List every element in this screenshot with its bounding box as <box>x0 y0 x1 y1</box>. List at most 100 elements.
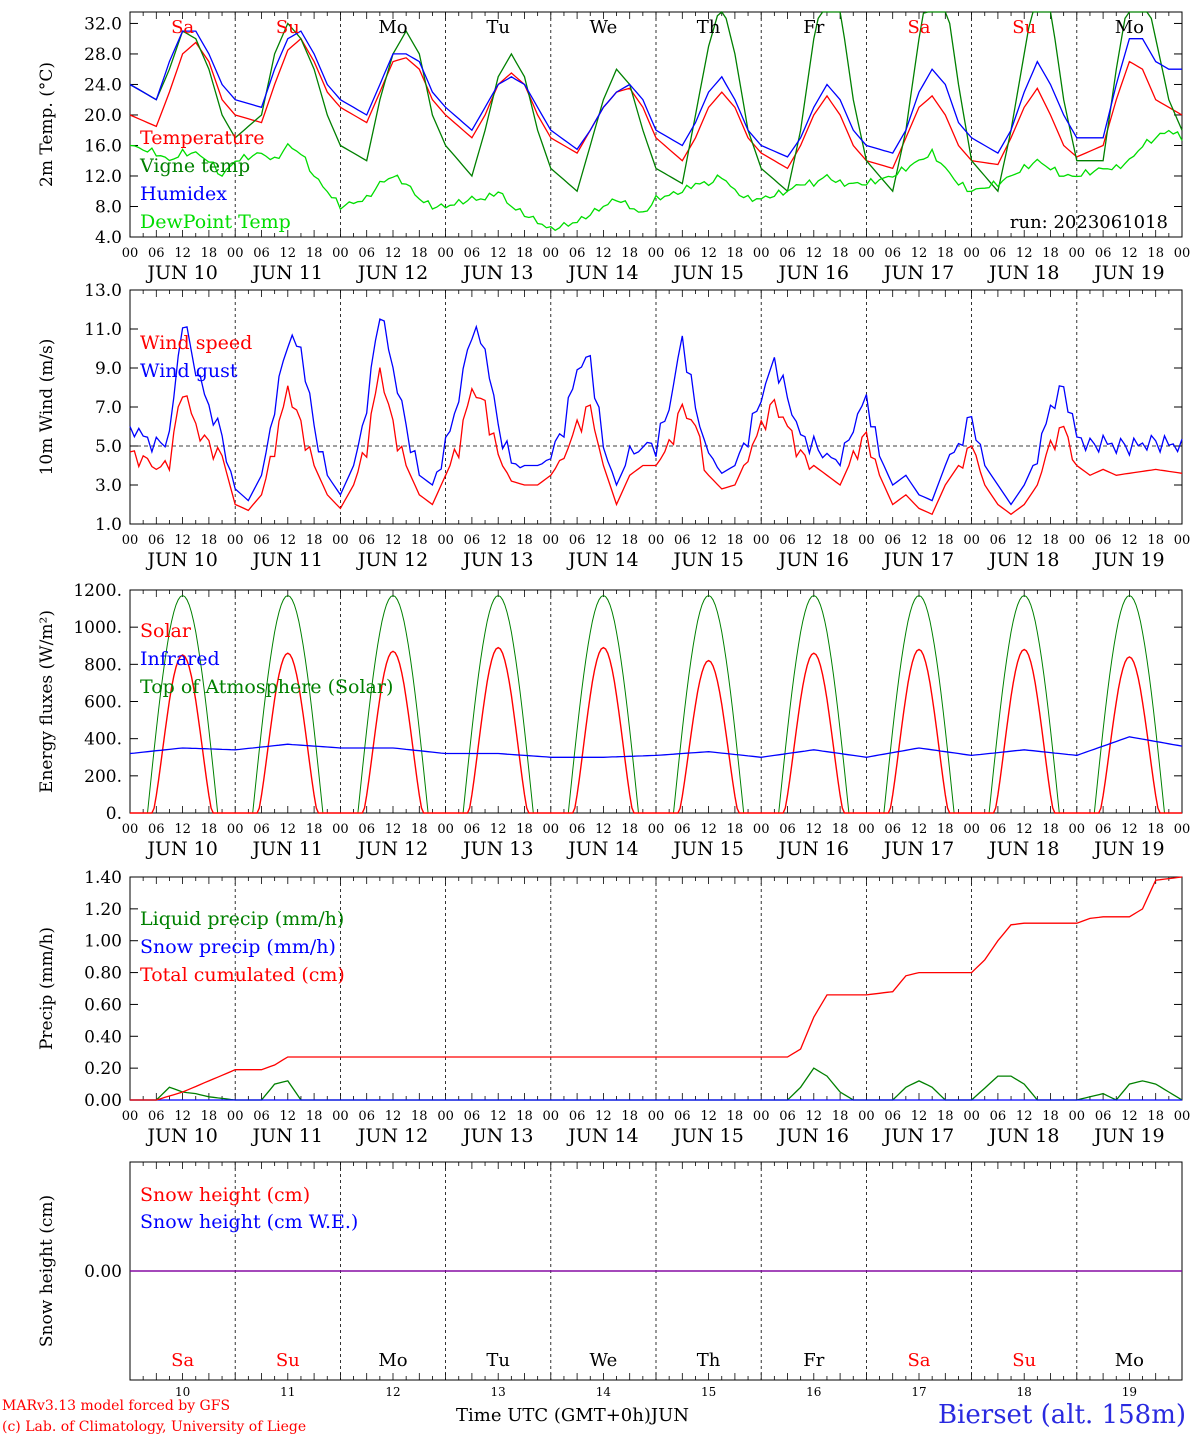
y-tick-label: 3.0 <box>95 476 122 496</box>
x-tick-label: 12 <box>280 1109 297 1124</box>
x-tick-label: 18 <box>727 246 744 261</box>
day-label: JUN 11 <box>251 262 323 284</box>
x-tick-label: 06 <box>464 1109 481 1124</box>
run-label: run: 2023061018 <box>1010 212 1168 233</box>
x-tick-label: 00 <box>753 1109 770 1124</box>
x-tick-label: 18 <box>621 1109 638 1124</box>
day-label: JUN 10 <box>145 1125 217 1147</box>
x-tick-label: 06 <box>779 822 796 837</box>
x-tick-label: 00 <box>1174 533 1191 548</box>
weekday-label-bottom: We <box>590 1350 618 1371</box>
x-tick-label: 06 <box>884 533 901 548</box>
day-label: JUN 14 <box>566 838 638 860</box>
day-number-label: 18 <box>1017 1385 1032 1399</box>
legend-entry: Snow height (cm W.E.) <box>140 1211 358 1233</box>
x-tick-label: 06 <box>674 1109 691 1124</box>
x-tick-label: 00 <box>963 533 980 548</box>
x-tick-label: 00 <box>122 533 139 548</box>
x-tick-label: 00 <box>648 822 665 837</box>
x-tick-label: 12 <box>174 822 191 837</box>
day-label: JUN 13 <box>461 1125 533 1147</box>
x-tick-label: 06 <box>569 1109 586 1124</box>
day-label: JUN 15 <box>671 1125 743 1147</box>
x-tick-label: 12 <box>1016 1109 1033 1124</box>
x-tick-label: 00 <box>543 1109 560 1124</box>
y-tick-label: 24.0 <box>84 75 122 95</box>
x-tick-label: 18 <box>832 533 849 548</box>
x-tick-label: 00 <box>648 246 665 261</box>
weekday-label-bottom: Th <box>697 1350 721 1371</box>
y-tick-label: 200. <box>84 767 122 787</box>
day-label: JUN 16 <box>777 1125 849 1147</box>
x-tick-label: 12 <box>911 1109 928 1124</box>
x-tick-label: 12 <box>806 246 823 261</box>
x-tick-label: 12 <box>490 533 507 548</box>
series-line <box>129 11 1183 193</box>
x-tick-label: 00 <box>753 822 770 837</box>
x-tick-label: 06 <box>884 1109 901 1124</box>
x-tick-label: 18 <box>306 533 323 548</box>
legend-entry: DewPoint Temp <box>140 211 291 233</box>
y-tick-label: 4.0 <box>95 228 122 248</box>
model-credit: MARv3.13 model forced by GFS <box>2 1398 231 1414</box>
x-tick-label: 18 <box>201 1109 218 1124</box>
day-label: JUN 12 <box>356 262 428 284</box>
x-tick-label: 18 <box>516 533 533 548</box>
x-tick-label: 00 <box>963 1109 980 1124</box>
x-tick-label: 12 <box>1016 533 1033 548</box>
x-tick-label: 06 <box>884 246 901 261</box>
legend-entry: Top of Atmosphere (Solar) <box>140 676 393 698</box>
x-tick-label: 12 <box>490 1109 507 1124</box>
y-tick-label: 0. <box>106 804 122 824</box>
x-tick-label: 12 <box>595 246 612 261</box>
x-tick-label: 06 <box>148 533 165 548</box>
weekday-label-top: Sa <box>907 17 930 38</box>
y-tick-label: 9.0 <box>95 359 122 379</box>
x-tick-label: 12 <box>174 1109 191 1124</box>
weekday-label-bottom: Mo <box>1115 1350 1144 1371</box>
legend-entry: Temperature <box>140 127 264 149</box>
y-axis-title: Energy fluxes (W/m²) <box>37 610 57 793</box>
x-tick-label: 12 <box>280 822 297 837</box>
x-tick-label: 00 <box>437 533 454 548</box>
day-label: JUN 14 <box>566 549 638 571</box>
legend-entry: Wind speed <box>140 332 252 354</box>
y-tick-label: 1.20 <box>84 900 122 920</box>
weekday-label-bottom: Su <box>1012 1350 1036 1371</box>
x-tick-label: 00 <box>1174 822 1191 837</box>
series-line <box>129 30 1182 158</box>
x-tick-label: 06 <box>358 1109 375 1124</box>
y-axis-title: 10m Wind (m/s) <box>37 339 57 476</box>
x-tick-label: 18 <box>306 246 323 261</box>
x-tick-label: 12 <box>174 533 191 548</box>
day-label: JUN 18 <box>987 549 1059 571</box>
x-tick-label: 06 <box>464 533 481 548</box>
y-tick-label: 800. <box>84 655 122 675</box>
weekday-label-top: Su <box>276 17 300 38</box>
x-tick-label: 06 <box>990 822 1007 837</box>
x-tick-label: 06 <box>464 822 481 837</box>
day-label: JUN 15 <box>671 549 743 571</box>
weekday-label-bottom: Fr <box>803 1350 824 1371</box>
y-tick-label: 1000. <box>73 618 122 638</box>
x-tick-label: 18 <box>621 246 638 261</box>
x-tick-label: 00 <box>227 822 244 837</box>
x-tick-label: 12 <box>595 822 612 837</box>
station-label: Bierset (alt. 158m) <box>937 1400 1186 1430</box>
day-label: JUN 18 <box>987 262 1059 284</box>
x-tick-label: 06 <box>674 246 691 261</box>
weekday-label-top: Tu <box>486 17 510 38</box>
day-label: JUN 15 <box>671 262 743 284</box>
legend-entry: Snow height (cm) <box>140 1184 310 1206</box>
y-tick-label: 16.0 <box>84 136 122 156</box>
series-line <box>129 318 1183 506</box>
x-tick-label: 00 <box>858 246 875 261</box>
x-tick-label: 18 <box>411 1109 428 1124</box>
x-tick-label: 12 <box>595 1109 612 1124</box>
weekday-label-top: Fr <box>803 17 824 38</box>
x-tick-label: 00 <box>227 246 244 261</box>
x-tick-label: 12 <box>700 822 717 837</box>
day-number-label: 14 <box>596 1385 612 1399</box>
x-tick-label: 00 <box>332 822 349 837</box>
x-tick-label: 06 <box>253 246 270 261</box>
